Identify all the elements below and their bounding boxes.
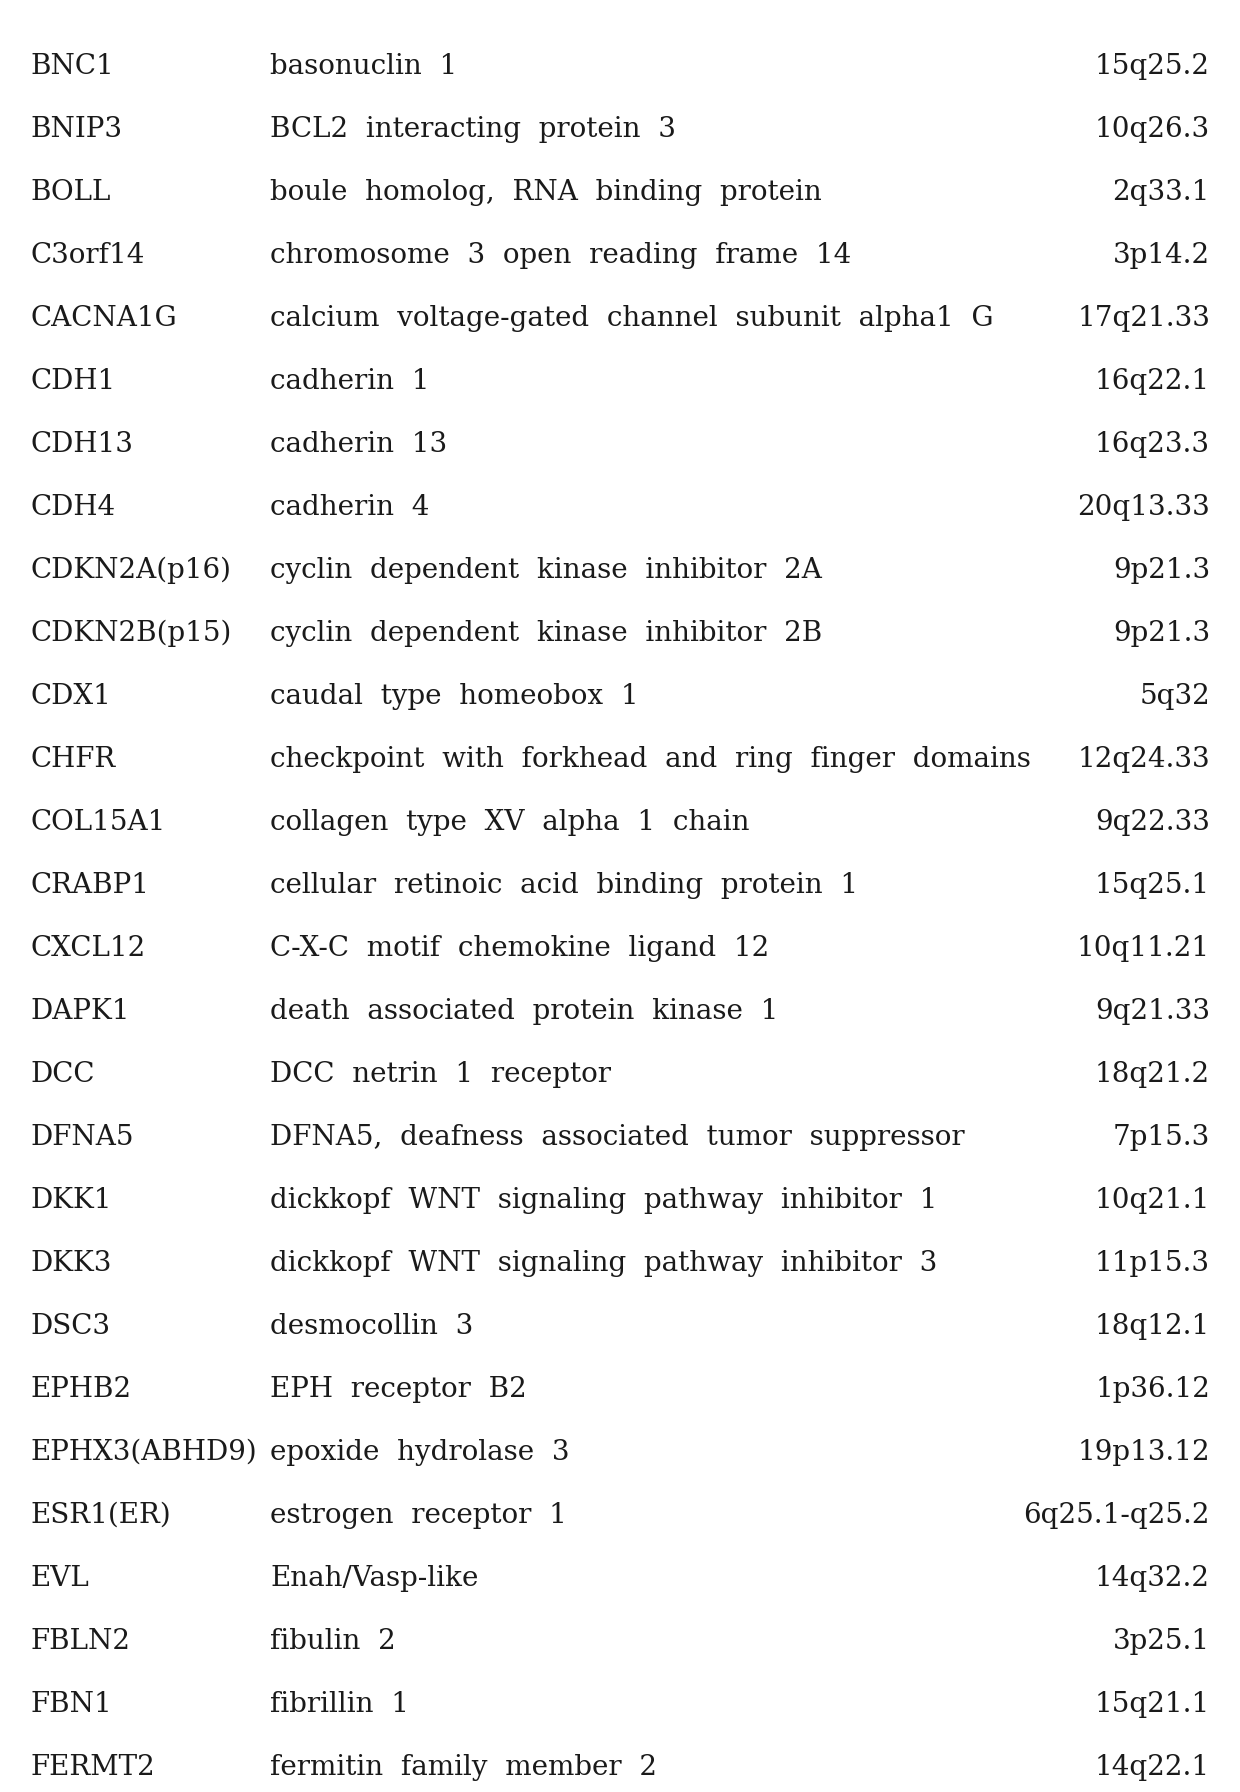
Text: checkpoint  with  forkhead  and  ring  finger  domains: checkpoint with forkhead and ring finger…: [270, 745, 1030, 772]
Text: 12q24.33: 12q24.33: [1078, 745, 1210, 772]
Text: cyclin  dependent  kinase  inhibitor  2A: cyclin dependent kinase inhibitor 2A: [270, 557, 822, 584]
Text: dickkopf  WNT  signaling  pathway  inhibitor  3: dickkopf WNT signaling pathway inhibitor…: [270, 1251, 937, 1278]
Text: 9p21.3: 9p21.3: [1112, 557, 1210, 584]
Text: 19p13.12: 19p13.12: [1078, 1439, 1210, 1466]
Text: 16q23.3: 16q23.3: [1095, 432, 1210, 459]
Text: dickkopf  WNT  signaling  pathway  inhibitor  1: dickkopf WNT signaling pathway inhibitor…: [270, 1186, 937, 1213]
Text: cyclin  dependent  kinase  inhibitor  2B: cyclin dependent kinase inhibitor 2B: [270, 620, 822, 647]
Text: DKK1: DKK1: [30, 1186, 112, 1213]
Text: BCL2  interacting  protein  3: BCL2 interacting protein 3: [270, 116, 676, 143]
Text: CXCL12: CXCL12: [30, 935, 145, 962]
Text: CHFR: CHFR: [30, 745, 115, 772]
Text: EPH  receptor  B2: EPH receptor B2: [270, 1376, 527, 1403]
Text: 9p21.3: 9p21.3: [1112, 620, 1210, 647]
Text: 10q26.3: 10q26.3: [1095, 116, 1210, 143]
Text: caudal  type  homeobox  1: caudal type homeobox 1: [270, 683, 639, 710]
Text: CDH1: CDH1: [30, 367, 115, 394]
Text: BOLL: BOLL: [30, 179, 110, 206]
Text: FERMT2: FERMT2: [30, 1754, 155, 1781]
Text: DCC  netrin  1  receptor: DCC netrin 1 receptor: [270, 1061, 611, 1088]
Text: CRABP1: CRABP1: [30, 873, 149, 900]
Text: 3p14.2: 3p14.2: [1112, 242, 1210, 269]
Text: C3orf14: C3orf14: [30, 242, 144, 269]
Text: 14q32.2: 14q32.2: [1095, 1564, 1210, 1591]
Text: CDH4: CDH4: [30, 495, 115, 521]
Text: EPHX3(ABHD9): EPHX3(ABHD9): [30, 1439, 257, 1466]
Text: DSC3: DSC3: [30, 1314, 110, 1340]
Text: 11p15.3: 11p15.3: [1095, 1251, 1210, 1278]
Text: 5q32: 5q32: [1140, 683, 1210, 710]
Text: CDKN2A(p16): CDKN2A(p16): [30, 557, 231, 584]
Text: collagen  type  XV  alpha  1  chain: collagen type XV alpha 1 chain: [270, 808, 749, 837]
Text: CACNA1G: CACNA1G: [30, 305, 176, 332]
Text: FBN1: FBN1: [30, 1692, 112, 1719]
Text: fibrillin  1: fibrillin 1: [270, 1692, 409, 1719]
Text: C-X-C  motif  chemokine  ligand  12: C-X-C motif chemokine ligand 12: [270, 935, 769, 962]
Text: 9q21.33: 9q21.33: [1095, 998, 1210, 1025]
Text: EVL: EVL: [30, 1564, 89, 1591]
Text: cadherin  13: cadherin 13: [270, 432, 448, 459]
Text: 14q22.1: 14q22.1: [1095, 1754, 1210, 1781]
Text: 10q11.21: 10q11.21: [1076, 935, 1210, 962]
Text: 9q22.33: 9q22.33: [1095, 808, 1210, 837]
Text: 17q21.33: 17q21.33: [1078, 305, 1210, 332]
Text: cadherin  1: cadherin 1: [270, 367, 429, 394]
Text: fermitin  family  member  2: fermitin family member 2: [270, 1754, 657, 1781]
Text: 1p36.12: 1p36.12: [1095, 1376, 1210, 1403]
Text: 18q21.2: 18q21.2: [1095, 1061, 1210, 1088]
Text: DCC: DCC: [30, 1061, 94, 1088]
Text: Enah/Vasp-like: Enah/Vasp-like: [270, 1564, 479, 1591]
Text: boule  homolog,  RNA  binding  protein: boule homolog, RNA binding protein: [270, 179, 822, 206]
Text: BNC1: BNC1: [30, 54, 114, 81]
Text: cellular  retinoic  acid  binding  protein  1: cellular retinoic acid binding protein 1: [270, 873, 858, 900]
Text: 20q13.33: 20q13.33: [1078, 495, 1210, 521]
Text: DAPK1: DAPK1: [30, 998, 129, 1025]
Text: 3p25.1: 3p25.1: [1112, 1627, 1210, 1656]
Text: CDKN2B(p15): CDKN2B(p15): [30, 620, 232, 647]
Text: BNIP3: BNIP3: [30, 116, 122, 143]
Text: epoxide  hydrolase  3: epoxide hydrolase 3: [270, 1439, 569, 1466]
Text: 15q25.2: 15q25.2: [1095, 54, 1210, 81]
Text: 2q33.1: 2q33.1: [1112, 179, 1210, 206]
Text: 15q21.1: 15q21.1: [1095, 1692, 1210, 1719]
Text: DFNA5,  deafness  associated  tumor  suppressor: DFNA5, deafness associated tumor suppres…: [270, 1124, 965, 1150]
Text: FBLN2: FBLN2: [30, 1627, 130, 1656]
Text: basonuclin  1: basonuclin 1: [270, 54, 458, 81]
Text: EPHB2: EPHB2: [30, 1376, 131, 1403]
Text: estrogen  receptor  1: estrogen receptor 1: [270, 1502, 567, 1529]
Text: DKK3: DKK3: [30, 1251, 112, 1278]
Text: desmocollin  3: desmocollin 3: [270, 1314, 474, 1340]
Text: COL15A1: COL15A1: [30, 808, 165, 837]
Text: 18q12.1: 18q12.1: [1095, 1314, 1210, 1340]
Text: chromosome  3  open  reading  frame  14: chromosome 3 open reading frame 14: [270, 242, 851, 269]
Text: 7p15.3: 7p15.3: [1112, 1124, 1210, 1150]
Text: 16q22.1: 16q22.1: [1095, 367, 1210, 394]
Text: 10q21.1: 10q21.1: [1095, 1186, 1210, 1213]
Text: DFNA5: DFNA5: [30, 1124, 134, 1150]
Text: 6q25.1-q25.2: 6q25.1-q25.2: [1023, 1502, 1210, 1529]
Text: ESR1(ER): ESR1(ER): [30, 1502, 171, 1529]
Text: calcium  voltage-gated  channel  subunit  alpha1  G: calcium voltage-gated channel subunit al…: [270, 305, 993, 332]
Text: fibulin  2: fibulin 2: [270, 1627, 396, 1656]
Text: death  associated  protein  kinase  1: death associated protein kinase 1: [270, 998, 779, 1025]
Text: 15q25.1: 15q25.1: [1095, 873, 1210, 900]
Text: cadherin  4: cadherin 4: [270, 495, 429, 521]
Text: CDH13: CDH13: [30, 432, 133, 459]
Text: CDX1: CDX1: [30, 683, 110, 710]
